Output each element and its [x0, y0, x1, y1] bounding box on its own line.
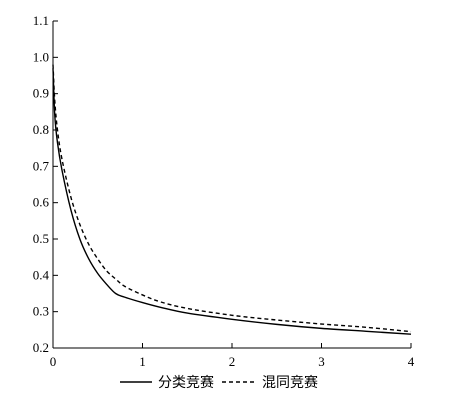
x-tick-label: 0 — [50, 354, 57, 369]
y-tick-label: 1.0 — [33, 49, 49, 64]
x-tick-label: 3 — [318, 354, 325, 369]
x-tick-label: 2 — [229, 354, 236, 369]
legend: 分类竞赛 混同竞赛 — [120, 374, 318, 391]
y-tick-label: 0.8 — [33, 122, 49, 137]
y-tick-label: 0.3 — [33, 304, 49, 319]
y-tick-label: 0.5 — [33, 231, 49, 246]
series-line-2 — [52, 64, 412, 333]
y-tick-label: 0.6 — [33, 195, 50, 210]
y-tick-label: 0.2 — [33, 340, 49, 355]
legend-label-2: 混同竞赛 — [262, 374, 318, 391]
y-tick-label: 0.4 — [33, 267, 50, 282]
y-tick-label: 1.1 — [33, 13, 49, 28]
series-layer — [52, 64, 412, 335]
x-tick-label: 4 — [408, 354, 415, 369]
legend-label-1: 分类竞赛 — [158, 374, 214, 391]
y-tick-label: 0.9 — [33, 86, 49, 101]
y-tick-label: 0.7 — [33, 158, 50, 173]
x-tick-label: 1 — [139, 354, 146, 369]
series-line-1 — [52, 68, 412, 335]
axes-layer: 0.2 0.3 0.4 0.5 0.6 0.7 0.8 0.9 1.0 1.1 0 1 2 3 4 — [33, 13, 415, 369]
